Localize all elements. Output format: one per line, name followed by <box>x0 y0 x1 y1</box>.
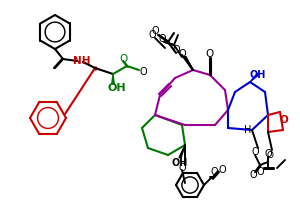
Text: OH: OH <box>250 70 266 80</box>
Text: O: O <box>280 115 288 125</box>
Text: O: O <box>256 167 264 177</box>
Text: O: O <box>158 34 166 44</box>
Text: O: O <box>266 151 274 160</box>
Text: O: O <box>119 54 127 64</box>
Polygon shape <box>250 73 259 82</box>
Text: O: O <box>251 147 259 157</box>
Text: O: O <box>151 26 159 36</box>
Text: O: O <box>139 67 147 77</box>
Text: NH: NH <box>73 56 91 66</box>
Text: O: O <box>172 45 180 55</box>
Polygon shape <box>112 74 114 84</box>
Text: OH: OH <box>108 83 126 93</box>
Text: H: H <box>244 125 252 135</box>
Text: O: O <box>178 163 186 173</box>
Text: OH: OH <box>172 158 188 168</box>
Text: O: O <box>178 49 186 59</box>
Text: O: O <box>210 167 218 177</box>
Text: O: O <box>206 49 214 59</box>
Polygon shape <box>184 57 193 70</box>
Text: O: O <box>264 149 272 159</box>
Text: O: O <box>249 170 257 180</box>
Polygon shape <box>179 145 185 158</box>
Text: O: O <box>148 30 156 40</box>
Text: O: O <box>218 165 226 175</box>
